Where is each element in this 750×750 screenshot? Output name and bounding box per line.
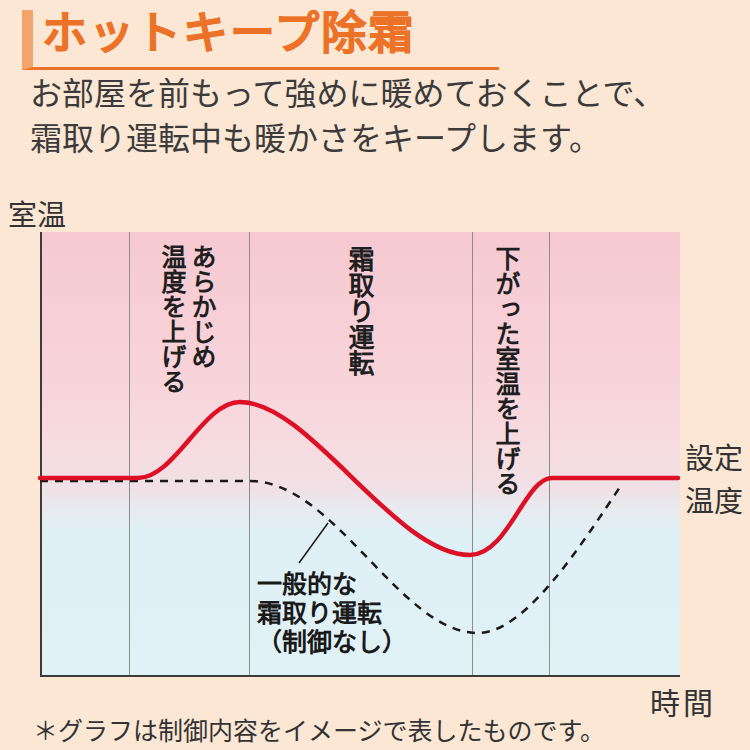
page-title: ホットキープ除霜 xyxy=(42,10,499,57)
infographic-page: ホットキープ除霜 お部屋を前もって強めに暖めておくことで、 霜取り運転中も暖かさ… xyxy=(0,0,750,750)
description-line-2: 霜取り運転中も暖かさをキープします。 xyxy=(30,117,665,162)
phase-label-line: 温度を上げる xyxy=(157,244,187,394)
phase-label-line: 下がった室温を上げる xyxy=(491,246,521,496)
footnote: ＊グラフは制御内容をイメージで表したものです。 xyxy=(33,711,605,747)
set-temp-line-1: 設定 xyxy=(685,438,743,481)
phase-label-defrost: 霜取り運転 xyxy=(344,246,374,376)
phase-label-line: あらかじめ xyxy=(187,244,217,394)
dashed-label-line-1: 一般的な xyxy=(257,570,407,599)
phase-label-line: 霜取り運転 xyxy=(344,246,374,376)
title-block: ホットキープ除霜 xyxy=(22,10,499,70)
phase-label-preheat: あらかじめ 温度を上げる xyxy=(157,244,217,394)
set-temperature-label: 設定 温度 xyxy=(685,438,743,524)
dashed-curve-label: 一般的な 霜取り運転 （制御なし） xyxy=(257,570,407,657)
pointer-line xyxy=(299,523,328,563)
phase-label-reheat: 下がった室温を上げる xyxy=(491,246,521,496)
y-axis-label: 室温 xyxy=(8,192,66,234)
set-temp-line-2: 温度 xyxy=(685,481,743,524)
dashed-label-line-2: 霜取り運転 xyxy=(257,599,407,628)
red-temperature-curve xyxy=(40,402,678,555)
dashed-label-line-3: （制御なし） xyxy=(257,628,407,657)
description: お部屋を前もって強めに暖めておくことで、 霜取り運転中も暖かさをキープします。 xyxy=(30,72,665,162)
x-axis-label: 時間 xyxy=(650,679,716,723)
description-line-1: お部屋を前もって強めに暖めておくことで、 xyxy=(30,72,665,117)
